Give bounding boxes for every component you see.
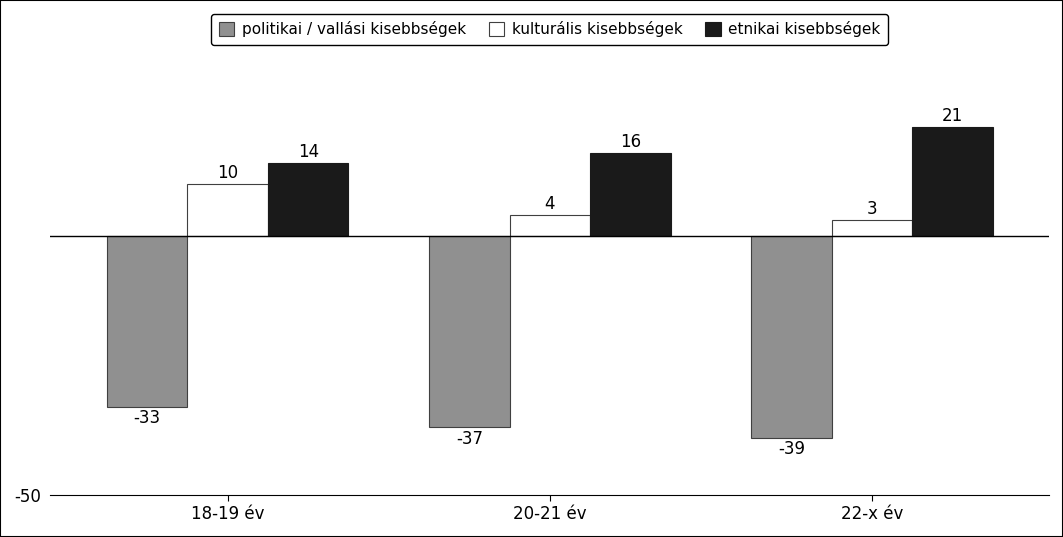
Legend: politikai / vallási kisebbségek, kulturális kisebbségek, etnikai kisebbségek: politikai / vallási kisebbségek, kulturá… xyxy=(212,14,889,45)
Text: -37: -37 xyxy=(456,430,483,448)
Bar xyxy=(590,153,671,236)
Bar xyxy=(107,236,187,407)
Text: 4: 4 xyxy=(544,194,555,213)
Bar xyxy=(509,215,590,236)
Text: 21: 21 xyxy=(942,107,963,125)
Bar xyxy=(268,163,349,236)
Text: 3: 3 xyxy=(866,200,877,218)
Bar xyxy=(187,184,268,236)
Bar xyxy=(912,127,993,236)
Bar xyxy=(429,236,509,427)
Text: -33: -33 xyxy=(134,409,161,427)
Bar xyxy=(752,236,831,438)
Text: 16: 16 xyxy=(620,133,641,150)
Text: 14: 14 xyxy=(298,143,319,161)
Text: 10: 10 xyxy=(217,164,238,182)
Text: -39: -39 xyxy=(778,440,805,459)
Bar xyxy=(831,220,912,236)
